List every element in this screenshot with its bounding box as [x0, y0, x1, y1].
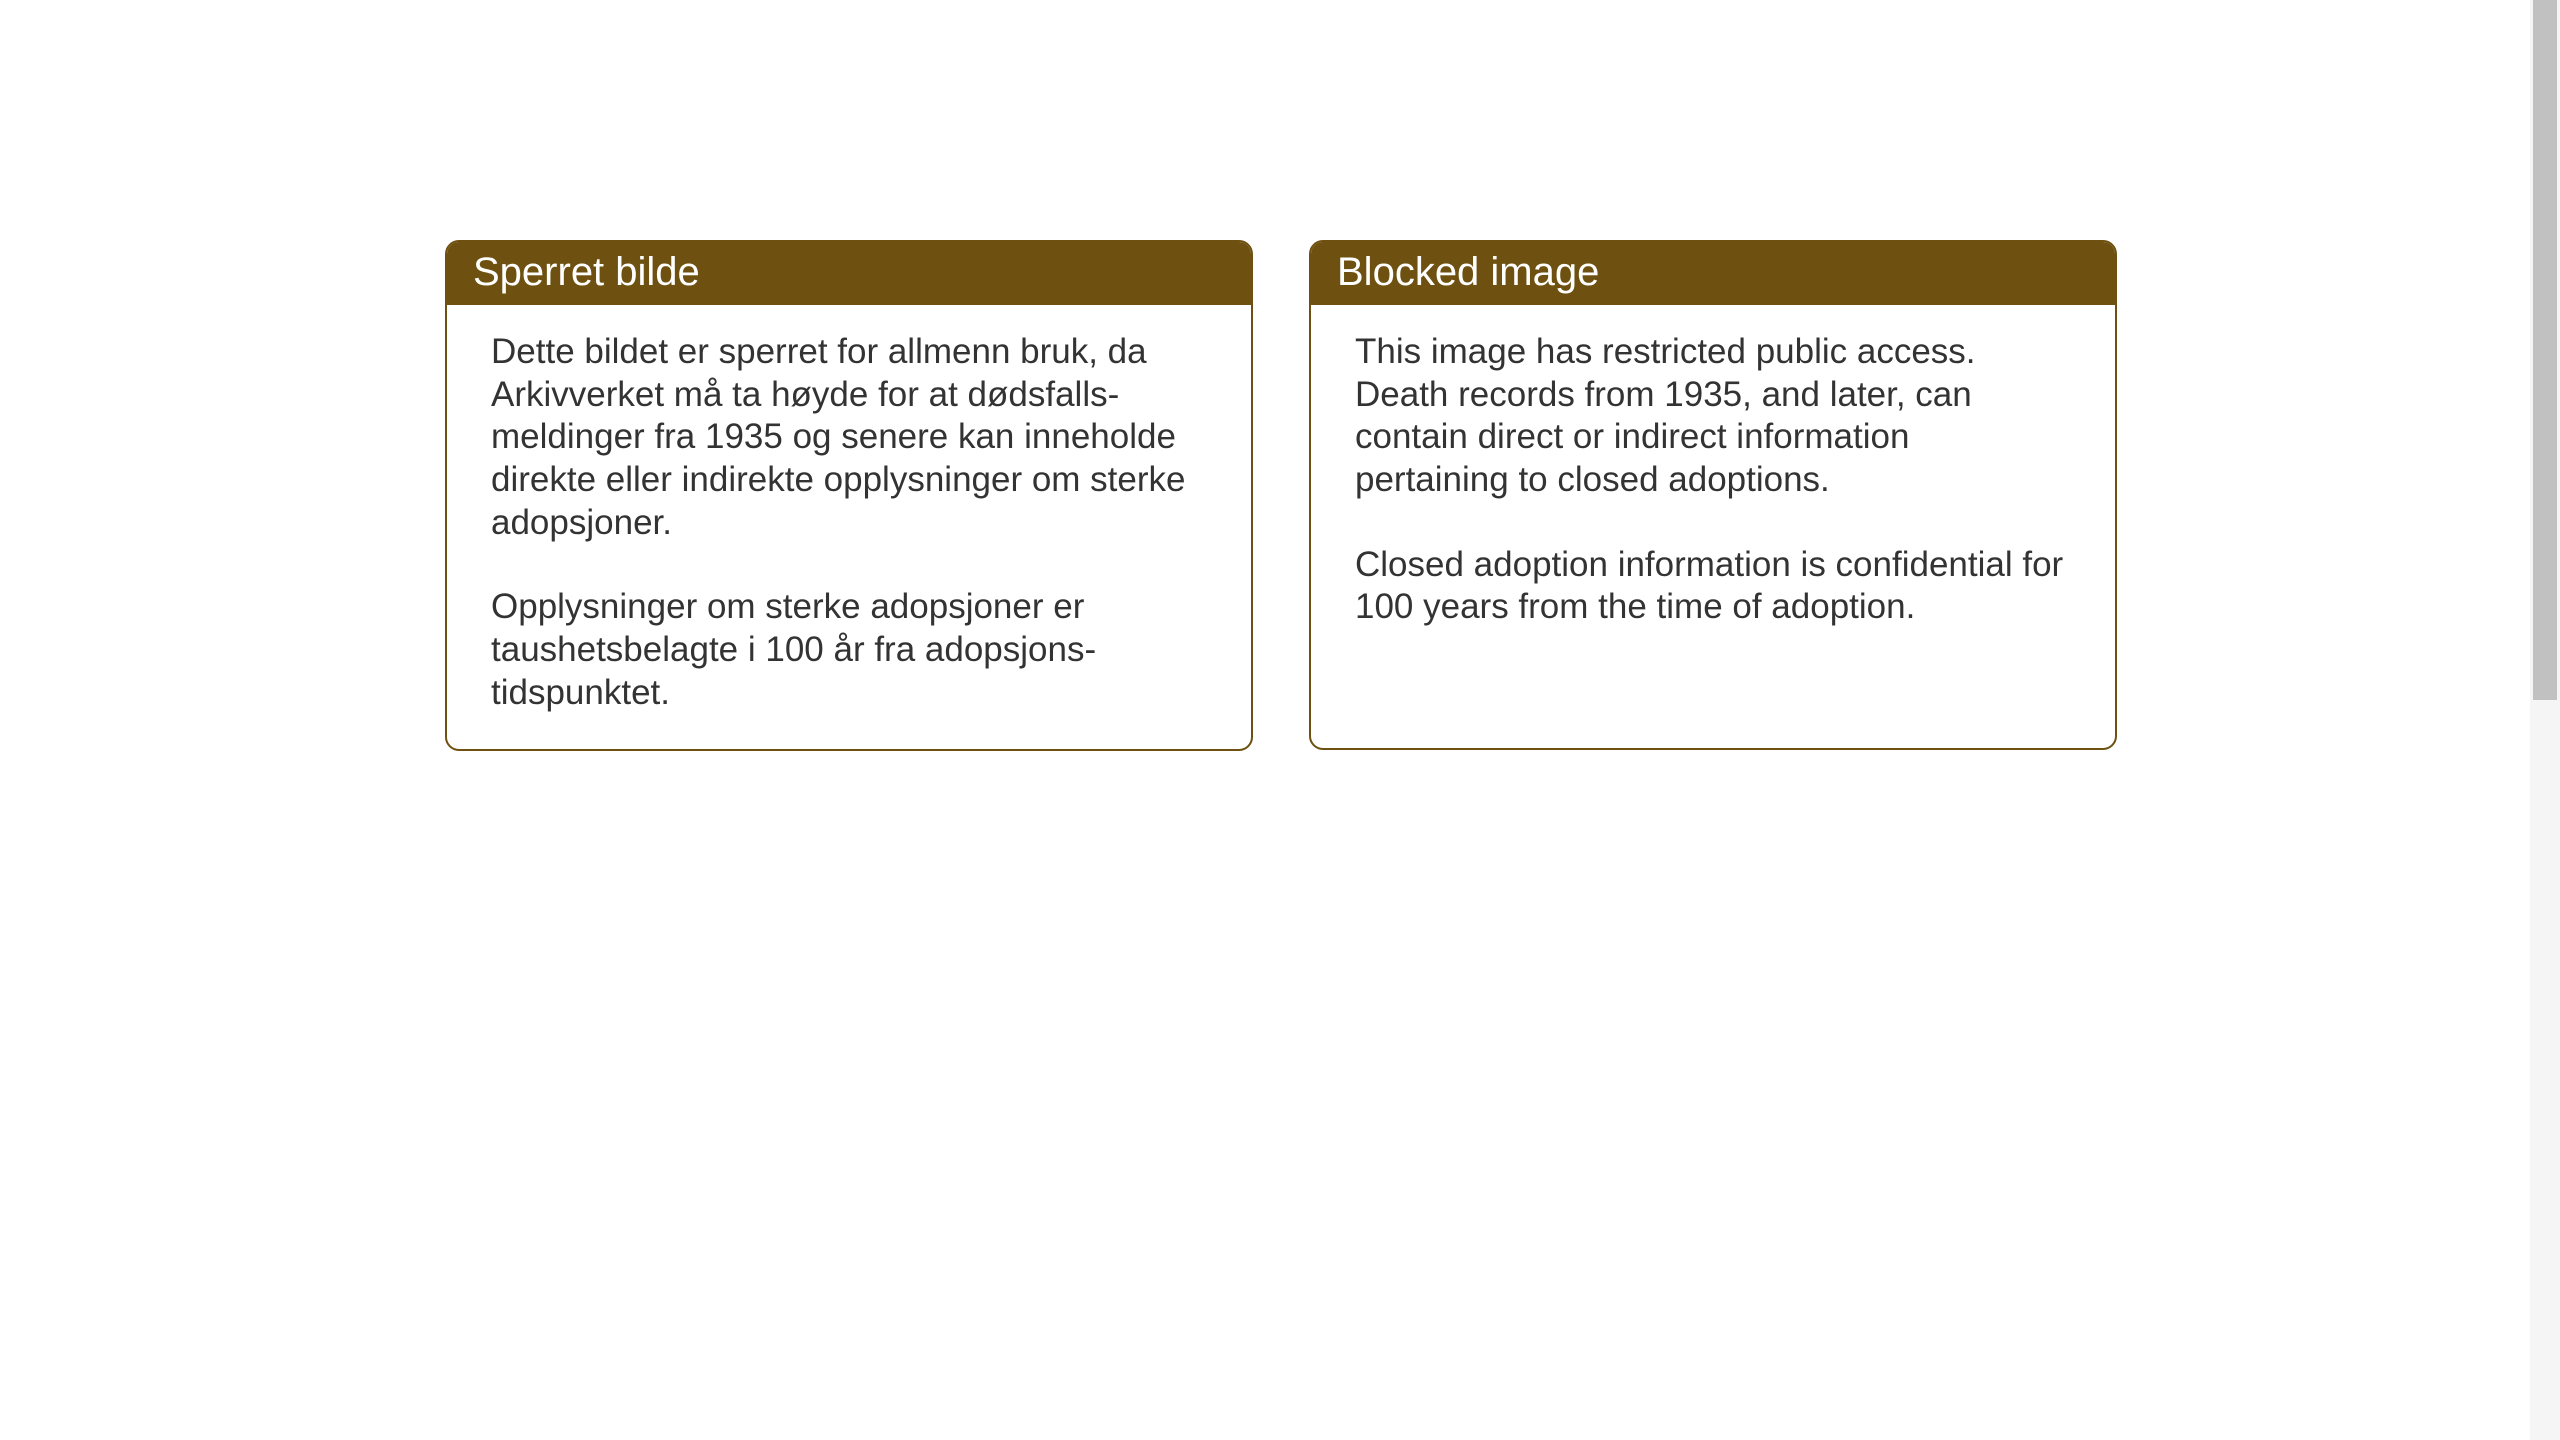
norwegian-paragraph-1: Dette bildet er sperret for allmenn bruk… [491, 331, 1207, 544]
norwegian-card-title: Sperret bilde [447, 242, 1251, 305]
english-card-body: This image has restricted public access.… [1311, 305, 2115, 663]
scrollbar-track[interactable] [2530, 0, 2560, 1440]
english-notice-card: Blocked image This image has restricted … [1309, 240, 2117, 750]
english-paragraph-2: Closed adoption information is confident… [1355, 544, 2071, 629]
norwegian-card-body: Dette bildet er sperret for allmenn bruk… [447, 305, 1251, 749]
scrollbar-thumb[interactable] [2533, 0, 2557, 700]
norwegian-paragraph-2: Opplysninger om sterke adopsjoner er tau… [491, 586, 1207, 714]
cards-container: Sperret bilde Dette bildet er sperret fo… [445, 240, 2117, 751]
english-paragraph-1: This image has restricted public access.… [1355, 331, 2071, 502]
norwegian-notice-card: Sperret bilde Dette bildet er sperret fo… [445, 240, 1253, 751]
english-card-title: Blocked image [1311, 242, 2115, 305]
